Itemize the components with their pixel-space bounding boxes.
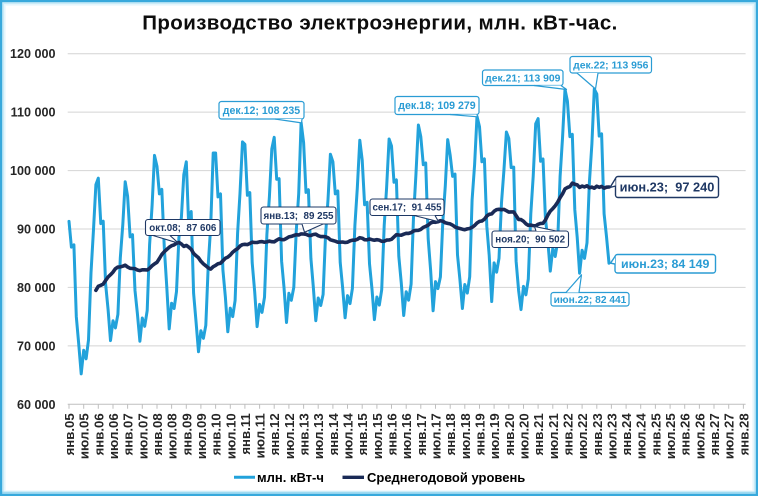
svg-text:янв.05: янв.05 <box>62 413 77 455</box>
svg-text:янв.07: янв.07 <box>121 413 136 455</box>
svg-text:янв.22: янв.22 <box>560 413 575 455</box>
svg-text:июл.20: июл.20 <box>517 413 532 459</box>
svg-text:дек.22; 113 956: дек.22; 113 956 <box>573 60 649 71</box>
svg-text:июн.23; 84 149: июн.23; 84 149 <box>621 257 709 271</box>
svg-text:янв.15: янв.15 <box>355 413 370 455</box>
svg-text:янв.17: янв.17 <box>414 413 429 455</box>
svg-text:янв.26: янв.26 <box>678 413 693 455</box>
svg-text:янв.28: янв.28 <box>736 413 751 455</box>
svg-text:100 000: 100 000 <box>10 164 56 178</box>
svg-text:дек.12; 108 235: дек.12; 108 235 <box>223 105 301 117</box>
svg-text:окт.08; 87 606: окт.08; 87 606 <box>149 223 217 234</box>
svg-text:80 000: 80 000 <box>17 281 56 295</box>
svg-text:июл.22: июл.22 <box>575 413 590 459</box>
svg-text:120 000: 120 000 <box>10 47 56 61</box>
svg-text:июл.24: июл.24 <box>634 413 649 459</box>
svg-text:янв.14: янв.14 <box>326 413 341 456</box>
svg-text:июл.10: июл.10 <box>223 413 238 459</box>
svg-text:июл.17: июл.17 <box>429 413 444 459</box>
svg-text:июл.12: июл.12 <box>282 413 297 459</box>
svg-text:июл.05: июл.05 <box>77 413 92 459</box>
svg-text:янв.12: янв.12 <box>267 413 282 455</box>
svg-text:июл.13: июл.13 <box>311 413 326 459</box>
svg-text:янв.13; 89 255: янв.13; 89 255 <box>264 211 334 222</box>
svg-text:70 000: 70 000 <box>17 339 56 353</box>
svg-text:июл.08: июл.08 <box>165 413 180 459</box>
svg-text:июл.07: июл.07 <box>135 413 150 459</box>
svg-text:июн.22; 82 441: июн.22; 82 441 <box>554 295 627 306</box>
svg-text:60 000: 60 000 <box>17 398 56 412</box>
svg-text:ноя.20; 90 502: ноя.20; 90 502 <box>495 235 565 246</box>
svg-text:110 000: 110 000 <box>11 106 56 120</box>
svg-text:янв.11: янв.11 <box>238 413 253 454</box>
svg-text:июл.16: июл.16 <box>399 413 414 459</box>
svg-text:янв.18: янв.18 <box>443 413 458 455</box>
svg-text:июл.26: июл.26 <box>692 413 707 459</box>
svg-text:янв.21: янв.21 <box>531 413 546 455</box>
svg-text:янв.23: янв.23 <box>590 413 605 455</box>
svg-text:июл.25: июл.25 <box>663 413 678 459</box>
svg-text:янв.06: янв.06 <box>91 413 106 455</box>
svg-text:июл.15: июл.15 <box>370 413 385 459</box>
svg-text:90 000: 90 000 <box>17 223 56 237</box>
svg-text:янв.10: янв.10 <box>209 413 224 455</box>
svg-text:янв.16: янв.16 <box>385 413 400 455</box>
svg-text:июн.23; 97 240: июн.23; 97 240 <box>620 180 715 195</box>
svg-text:янв.13: янв.13 <box>297 413 312 455</box>
svg-text:янв.08: янв.08 <box>150 413 165 455</box>
svg-text:дек.21; 113 909: дек.21; 113 909 <box>485 73 561 84</box>
svg-text:июл.11: июл.11 <box>253 413 268 458</box>
svg-text:июл.06: июл.06 <box>106 413 121 459</box>
svg-text:июл.21: июл.21 <box>546 413 561 459</box>
svg-text:июл.23: июл.23 <box>604 413 619 459</box>
svg-text:июл.19: июл.19 <box>487 413 502 459</box>
svg-text:Среднегодовой уровень: Среднегодовой уровень <box>367 470 525 485</box>
svg-text:июл.09: июл.09 <box>194 413 209 459</box>
svg-text:июл.14: июл.14 <box>341 413 356 459</box>
svg-text:июл.27: июл.27 <box>722 413 737 459</box>
svg-text:млн. кВт-ч: млн. кВт-ч <box>257 470 324 485</box>
svg-text:янв.20: янв.20 <box>502 413 517 455</box>
svg-text:дек.18; 109 279: дек.18; 109 279 <box>398 100 476 112</box>
svg-text:янв.19: янв.19 <box>473 413 488 455</box>
svg-text:янв.09: янв.09 <box>179 413 194 455</box>
svg-text:янв.25: янв.25 <box>648 413 663 455</box>
svg-text:янв.24: янв.24 <box>619 413 634 456</box>
svg-text:июл.18: июл.18 <box>458 413 473 459</box>
svg-text:янв.27: янв.27 <box>707 413 722 455</box>
svg-text:сен.17; 91 455: сен.17; 91 455 <box>372 203 442 214</box>
svg-text:Производство электроэнергии, м: Производство электроэнергии, млн. кВт-ча… <box>142 12 618 35</box>
